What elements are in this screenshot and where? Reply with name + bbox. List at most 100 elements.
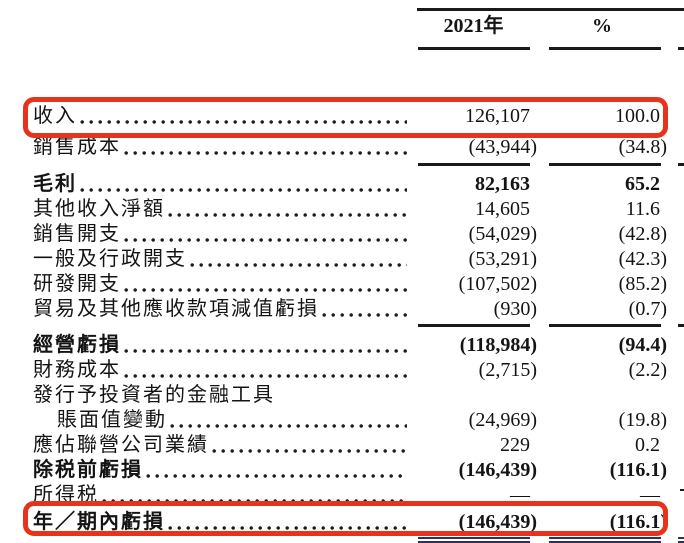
value-percent: (42.8) [618, 223, 667, 245]
table-top-rule [0, 8, 684, 11]
table-row: 銷售成本 (43,944) (34.8) [0, 135, 684, 160]
value-2021: (930) [493, 298, 537, 320]
table-row: 經營虧損 (118,984) (94.4) [0, 333, 684, 358]
row-label: 銷售成本 [33, 136, 121, 158]
dot-leader [124, 287, 407, 293]
dot-leader [124, 348, 407, 354]
seg-col1-line [418, 537, 530, 543]
value-percent: (19.8) [618, 409, 667, 431]
row-label: 收入 [33, 105, 77, 127]
table-row: 年／期內虧損 (146,439) (116.1) [0, 510, 684, 535]
row-label: 貿易及其他應收款項減值虧損 [33, 298, 319, 320]
row-label: 經營虧損 [33, 334, 121, 356]
seg-col2-line [549, 537, 661, 543]
dot-leader [146, 473, 407, 479]
seg-col2-line [549, 324, 661, 327]
table-row: 所得税 — — [0, 483, 684, 508]
value-2021: (54,029) [468, 223, 537, 245]
dot-leader [124, 373, 407, 379]
value-percent: 11.6 [625, 198, 660, 220]
value-percent: 65.2 [625, 173, 660, 195]
top-rule-line [417, 8, 684, 11]
row-label: 所得税 [33, 484, 99, 506]
row-label: 毛利 [33, 173, 77, 195]
total-double-rule [0, 537, 684, 543]
value-percent: (85.2) [618, 273, 667, 295]
dot-leader [168, 212, 407, 218]
table-row: 銷售開支 (54,029) (42.8) [0, 222, 684, 247]
table-row: 應佔聯營公司業績 229 0.2 [0, 433, 684, 458]
row-label: 其他收入淨額 [33, 198, 165, 220]
row-label: 年／期內虧損 [33, 511, 165, 533]
header-spacer [33, 11, 410, 41]
header-underline-cutoff-fragment [678, 47, 684, 50]
seg-frag-line [678, 163, 684, 166]
value-percent: 0.2 [635, 434, 660, 456]
value-2021: 229 [500, 434, 530, 456]
value-2021: (43,944) [468, 136, 537, 158]
seg-col2-line [549, 163, 661, 166]
dot-leader [168, 525, 407, 531]
table-header-row: 2021年 % [0, 11, 684, 41]
value-percent: (42.3) [618, 248, 667, 270]
value-2021: (2,715) [478, 359, 537, 381]
value-2021: (53,291) [468, 248, 537, 270]
table-row: 賬面值變動 (24,969) (19.8) [0, 408, 684, 433]
dot-leader [212, 448, 407, 454]
table-body: 收入 126,107 100.0 銷售成本 (43,944) (34.8) 毛利 82,163… [0, 104, 684, 543]
value-2021: (146,439) [458, 459, 537, 481]
table-row: 一般及行政開支 (53,291) (42.3) [0, 247, 684, 272]
cutoff-column-rule-fragment [680, 489, 684, 491]
row-spacer [275, 383, 410, 408]
value-2021: 126,107 [465, 105, 530, 127]
dot-leader [170, 423, 407, 429]
value-percent: (0.7) [628, 298, 667, 320]
dot-leader [80, 187, 407, 193]
column-header-2021: 2021年 [443, 15, 504, 37]
header-underline [0, 47, 684, 50]
header-underline-percent [549, 47, 661, 50]
subtotal-rule [0, 163, 684, 166]
value-percent: (94.4) [618, 334, 667, 356]
table-row: 其他收入淨額 14,605 11.6 [0, 197, 684, 222]
row-label: 銷售開支 [33, 223, 121, 245]
value-2021: 82,163 [475, 173, 530, 195]
seg-col1-line [418, 163, 530, 166]
seg-frag-line [678, 537, 684, 543]
table-row: 毛利 82,163 65.2 [0, 172, 684, 197]
value-percent: (116.1) [609, 459, 667, 481]
value-2021: — [510, 484, 530, 506]
dot-leader [322, 312, 407, 318]
row-label: 發行予投資者的金融工具 [33, 384, 275, 406]
table-row: 貿易及其他應收款項減值虧損 (930) (0.7) [0, 297, 684, 322]
value-percent: — [640, 484, 660, 506]
row-label: 賬面值變動 [57, 409, 167, 431]
value-percent: 100.0 [615, 105, 660, 127]
table-row: 財務成本 (2,715) (2.2) [0, 358, 684, 383]
value-2021: (146,439) [458, 511, 537, 533]
row-label: 一般及行政開支 [33, 248, 187, 270]
value-percent: (116.1) [609, 511, 667, 533]
dot-leader [190, 262, 407, 268]
header-underline-2021 [418, 47, 530, 50]
value-2021: (107,502) [458, 273, 537, 295]
column-header-percent: % [592, 15, 612, 37]
row-label: 除税前虧損 [33, 459, 143, 481]
row-label: 應佔聯營公司業績 [33, 434, 209, 456]
value-2021: 14,605 [475, 198, 530, 220]
subtotal-rule [0, 324, 684, 327]
row-label: 財務成本 [33, 359, 121, 381]
dot-leader [124, 237, 407, 243]
dot-leader [124, 150, 407, 156]
row-label: 研發開支 [33, 273, 121, 295]
table-row: 收入 126,107 100.0 [0, 104, 684, 129]
table-row: 研發開支 (107,502) (85.2) [0, 272, 684, 297]
value-percent [537, 383, 667, 408]
table-row: 發行予投資者的金融工具 [0, 383, 684, 408]
value-2021: (24,969) [468, 409, 537, 431]
seg-col1-line [418, 324, 530, 327]
dot-leader [80, 119, 407, 125]
seg-frag-line [678, 324, 684, 327]
value-2021 [410, 383, 537, 408]
